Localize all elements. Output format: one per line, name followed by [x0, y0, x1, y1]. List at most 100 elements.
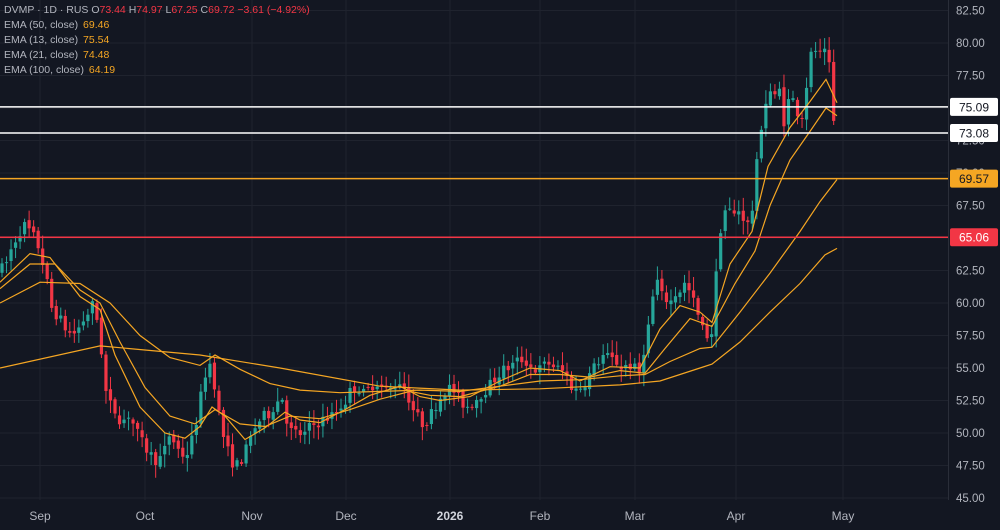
candle-body: [786, 99, 791, 125]
candle-body: [777, 88, 782, 97]
candle-body: [334, 412, 339, 414]
price-level-badge: [950, 97, 998, 116]
candle-body: [601, 354, 605, 364]
indicator-row-ema13[interactable]: EMA (13, close) 75.54: [4, 33, 310, 48]
symbol-info[interactable]: DVMP · 1D · RUS: [4, 4, 89, 16]
price-tick-label: 82.50: [956, 6, 985, 18]
candle-body: [506, 365, 510, 371]
candle-body: [393, 388, 397, 390]
candle-body: [294, 425, 298, 430]
candle-body: [262, 410, 266, 421]
candle-body: [542, 361, 546, 364]
candle-body: [149, 452, 153, 455]
ema-line-ema50: [0, 179, 838, 394]
candle-body: [185, 454, 189, 459]
candle-body: [628, 363, 632, 370]
open-label: O: [91, 4, 100, 16]
indicator-row-ema21[interactable]: EMA (21, close) 74.48: [4, 48, 310, 63]
candle-body: [664, 292, 669, 303]
price-level-badge: [950, 228, 998, 247]
candle-body: [696, 298, 700, 315]
candle-body: [411, 401, 415, 411]
candle-body: [529, 364, 533, 368]
candle-body: [145, 438, 149, 453]
candle-body: [461, 391, 465, 408]
candle-body: [108, 389, 113, 401]
indicator-label: EMA (13, close): [4, 34, 79, 46]
price-level-label: 73.08: [959, 126, 989, 140]
candle-body: [190, 435, 194, 455]
candle-body: [606, 353, 610, 356]
candle-body: [741, 210, 745, 221]
candle-body: [823, 48, 827, 53]
candle-body: [682, 282, 687, 293]
candle-body: [298, 430, 302, 436]
candle-body: [809, 51, 813, 88]
candle-body: [4, 262, 9, 264]
indicator-label: EMA (21, close): [4, 49, 79, 61]
candle-body: [366, 386, 370, 388]
candle-body: [352, 386, 357, 392]
candle-body: [732, 210, 736, 214]
price-tick-label: 50.00: [956, 428, 985, 440]
candle-body: [81, 321, 85, 326]
high-label: H: [128, 4, 137, 16]
price-levels[interactable]: [0, 106, 948, 238]
candle-body: [443, 396, 447, 401]
candle-body: [36, 230, 40, 249]
candle-body: [163, 445, 167, 455]
candle-body: [86, 314, 90, 322]
candle-body: [68, 331, 72, 333]
candle-body: [90, 301, 94, 314]
time-axis[interactable]: Sep Oct Nov Dec 2026 Feb Mar Apr May: [29, 509, 854, 523]
candle-body: [325, 418, 330, 421]
candle-body: [41, 248, 45, 266]
candle-body: [687, 283, 691, 291]
price-tick-label: 47.50: [956, 461, 985, 473]
high-value: 74.97: [136, 4, 163, 16]
candle-body: [72, 330, 76, 334]
price-tick-label: 60.00: [956, 298, 985, 310]
candle-body: [524, 360, 528, 366]
candle-body: [203, 377, 207, 392]
candle-body: [795, 99, 800, 117]
ema-lines: [0, 78, 838, 441]
candle-body: [502, 365, 506, 379]
candle-body: [362, 388, 366, 393]
candle-body: [429, 409, 433, 425]
candle-body: [624, 365, 628, 369]
time-tick-label: May: [832, 509, 855, 523]
candle-body: [348, 387, 352, 403]
candle-body: [416, 409, 420, 413]
candle-body: [285, 400, 289, 424]
candle-body: [493, 377, 497, 383]
ema-line-ema100: [0, 247, 838, 391]
indicator-row-ema100[interactable]: EMA (100, close) 64.19: [4, 63, 310, 78]
candle-body: [280, 399, 284, 402]
indicator-row-ema50[interactable]: EMA (50, close) 69.46: [4, 18, 310, 33]
candle-body: [407, 387, 411, 403]
candle-body: [167, 436, 171, 445]
price-level-labels: 75.09 73.08 69.57 65.06: [950, 97, 998, 247]
candle-body: [642, 354, 646, 373]
price-tick-label: 52.50: [956, 396, 985, 408]
grid: [0, 0, 948, 500]
candle-body: [0, 263, 4, 273]
candle-body: [244, 444, 248, 464]
candle-body: [398, 384, 402, 387]
price-level-badge: [950, 169, 998, 188]
candle-body: [475, 399, 479, 409]
candle-body: [556, 365, 560, 367]
low-value: 67.25: [171, 4, 198, 16]
candle-body: [633, 363, 637, 369]
indicator-value: 75.54: [83, 34, 110, 46]
price-tick-label: 55.00: [956, 363, 985, 375]
candle-body: [551, 364, 556, 368]
candle-body: [276, 401, 280, 412]
candle-body: [669, 300, 673, 305]
candle-body: [316, 425, 320, 428]
candle-body: [678, 292, 682, 298]
change-value: −3.61 (−4.92%): [237, 4, 310, 16]
